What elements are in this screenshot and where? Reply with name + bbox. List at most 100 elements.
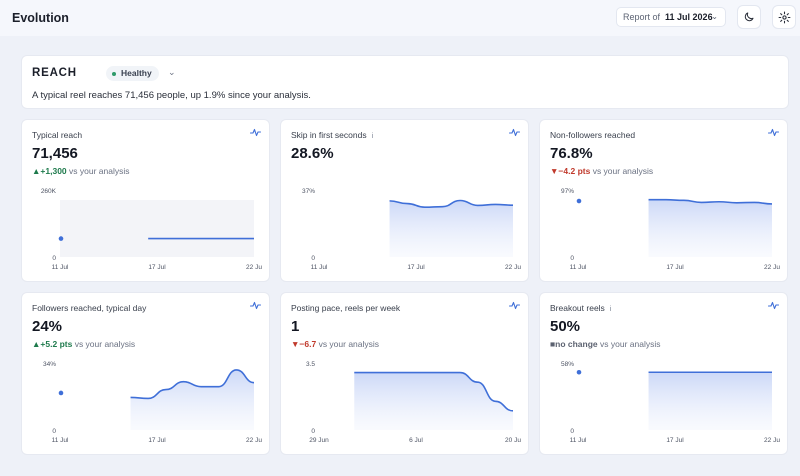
summary-description: A typical reel reaches 71,456 people, up…	[32, 90, 311, 101]
metric-chart: 34% 0 11 Jul 17 Jul 22 Ju	[43, 361, 262, 444]
delta-arrow-icon: ■	[550, 339, 556, 349]
settings-button[interactable]	[772, 5, 796, 29]
section-heading: REACH	[32, 67, 77, 79]
y-tick-label: 0	[52, 428, 56, 435]
series-line	[354, 371, 514, 412]
x-tick-label: 22 Ju	[764, 437, 780, 444]
metric-chart: 37% 0 11 Jul 17 Jul 22 Ju	[302, 188, 521, 271]
y-tick-label: 58%	[561, 361, 574, 368]
metric-card[interactable]: Typical reach 71,456 ▲+1,300 vs your ana…	[21, 119, 270, 282]
metric-title-text: Non-followers reached	[550, 130, 636, 140]
pulse-icon[interactable]	[509, 301, 520, 310]
y-tick-label: 34%	[43, 361, 56, 368]
baseline-marker	[58, 390, 64, 396]
x-tick-label: 22 Ju	[764, 264, 780, 271]
metric-title-text: Breakout reels	[550, 303, 605, 313]
metric-title: Typical reach	[32, 130, 82, 140]
delta-arrow-icon: ▼	[550, 166, 559, 176]
metric-card[interactable]: Skip in first seconds i 28.6% 37% 0 11 Jul 1…	[280, 119, 529, 282]
series-line	[389, 199, 514, 209]
x-tick-label: 20 Ju	[505, 437, 521, 444]
x-tick-label: 29 Jun	[309, 437, 329, 444]
y-tick-label: 0	[52, 255, 56, 262]
metric-value: 50%	[550, 318, 581, 335]
analysis-band	[60, 200, 254, 257]
report-date-picker[interactable]: Report of 11 Jul 2026 ⌄	[616, 7, 726, 27]
x-tick-label: 22 Ju	[246, 264, 262, 271]
metric-title-text: Typical reach	[32, 130, 83, 140]
y-tick-label: 0	[311, 255, 315, 262]
y-tick-label: 260K	[41, 188, 57, 195]
pulse-icon[interactable]	[250, 301, 261, 310]
metric-value: 76.8%	[550, 145, 593, 162]
metric-delta: ▼−6.7 vs your analysis	[291, 339, 379, 349]
metric-delta: ▲+1,300 vs your analysis	[32, 166, 130, 176]
metric-title: Followers reached, typical day	[32, 303, 146, 313]
delta-value: +1,300	[40, 166, 67, 176]
metric-card[interactable]: Breakout reels i 50% ■no change vs your a…	[539, 292, 788, 455]
y-tick-label: 3.5	[306, 361, 315, 368]
x-tick-label: 17 Jul	[666, 437, 684, 444]
delta-change: ▼−4.2 pts	[550, 166, 590, 176]
pulse-icon[interactable]	[509, 128, 520, 137]
top-bar: Evolution Report of 11 Jul 2026 ⌄	[0, 0, 800, 36]
x-tick-label: 17 Jul	[666, 264, 684, 271]
metric-chart: 260K 0 11 Jul 17 Jul 22 Ju	[41, 188, 263, 271]
metric-title: Skip in first seconds i	[291, 130, 373, 140]
delta-change: ▲+1,300	[32, 166, 67, 176]
delta-arrow-icon: ▲	[32, 166, 41, 176]
delta-value: −4.2 pts	[558, 166, 591, 176]
baseline-marker	[576, 198, 582, 204]
delta-arrow-icon: ▼	[291, 339, 300, 349]
delta-suffix: vs your analysis	[72, 339, 136, 349]
delta-change: ▼−6.7	[291, 339, 316, 349]
series-line	[130, 369, 255, 400]
metric-card[interactable]: Posting pace, reels per week 1 ▼−6.7 vs …	[280, 292, 529, 455]
delta-value: −6.7	[299, 339, 317, 349]
delta-value: no change	[555, 339, 598, 349]
chevron-down-icon: ⌄	[711, 12, 718, 21]
x-tick-label: 22 Ju	[246, 437, 262, 444]
delta-change: ▲+5.2 pts	[32, 339, 72, 349]
app-title: Evolution	[12, 11, 69, 25]
x-tick-label: 17 Jul	[148, 264, 166, 271]
metric-title: Non-followers reached	[550, 130, 635, 140]
delta-arrow-icon: ▲	[32, 339, 41, 349]
metric-value: 71,456	[32, 145, 78, 162]
info-icon[interactable]: i	[609, 306, 612, 313]
metric-chart: 58% 0 11 Jul 17 Jul 22 Ju	[561, 361, 780, 444]
series-area	[648, 199, 772, 257]
metric-value: 1	[291, 318, 300, 335]
series-line	[648, 198, 773, 205]
x-tick-label: 17 Jul	[407, 264, 425, 271]
baseline-marker	[58, 236, 64, 241]
metric-value: 24%	[32, 318, 63, 335]
theme-toggle-button[interactable]	[737, 5, 761, 29]
pulse-icon[interactable]	[768, 301, 779, 310]
x-tick-label: 11 Jul	[570, 264, 587, 271]
x-tick-label: 11 Jul	[311, 264, 328, 271]
metric-title-text: Followers reached, typical day	[32, 303, 147, 313]
y-tick-label: 0	[311, 428, 315, 435]
series-area	[354, 372, 513, 430]
chevron-down-icon[interactable]: ⌄	[168, 67, 176, 77]
metric-delta: ▼−4.2 pts vs your analysis	[550, 166, 653, 176]
metric-delta: ■no change vs your analysis	[550, 339, 661, 349]
y-tick-label: 97%	[561, 188, 574, 195]
x-tick-label: 11 Jul	[570, 437, 587, 444]
x-tick-label: 22 Ju	[505, 264, 521, 271]
metric-card[interactable]: Followers reached, typical day 24% ▲+5.2…	[21, 292, 270, 455]
metric-card[interactable]: Non-followers reached 76.8% ▼−4.2 pts vs…	[539, 119, 788, 282]
reach-summary-panel: REACH Healthy ⌄ A typical reel reaches 7…	[21, 55, 789, 109]
series-area	[130, 369, 254, 430]
metric-title: Breakout reels i	[550, 303, 611, 313]
status-badge: Healthy	[106, 66, 159, 81]
y-tick-label: 0	[570, 428, 574, 435]
pulse-icon[interactable]	[250, 128, 261, 137]
metric-value: 28.6%	[291, 145, 334, 162]
x-tick-label: 17 Jul	[148, 437, 166, 444]
info-icon[interactable]: i	[371, 133, 374, 140]
pulse-icon[interactable]	[768, 128, 779, 137]
delta-suffix: vs your analysis	[590, 166, 654, 176]
x-tick-label: 11 Jul	[52, 264, 69, 271]
